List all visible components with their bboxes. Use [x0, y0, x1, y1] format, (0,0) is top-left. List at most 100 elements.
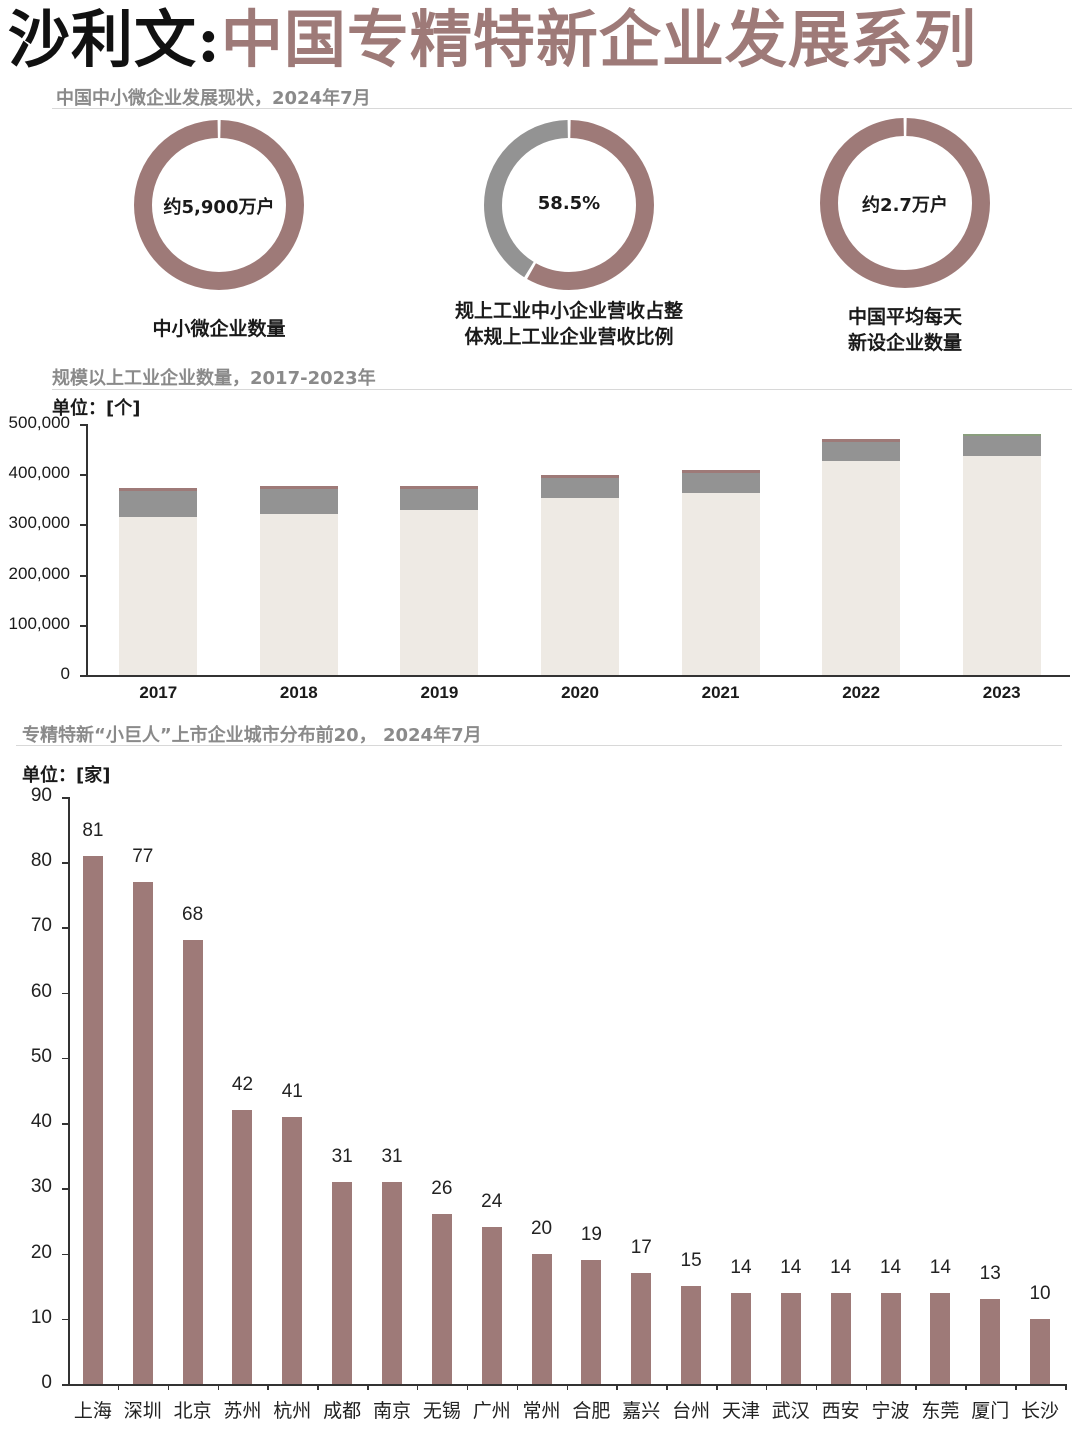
x-tick-mark: [267, 1384, 269, 1390]
bar-武汉: [780, 1292, 801, 1384]
donut-chart-2: [484, 120, 654, 290]
bar-成都: [332, 1181, 353, 1384]
bar-segment: [681, 473, 760, 493]
donut-center-value: 约2.7万户: [862, 195, 948, 216]
y-tick-label: 80: [30, 850, 52, 872]
bar-segment: [541, 475, 619, 478]
bar-value-label: 24: [481, 1191, 503, 1213]
x-tick-mark: [466, 1384, 469, 1390]
title-colon: :: [197, 3, 221, 76]
y-tick-mark: [62, 1384, 68, 1386]
bar-segment: [119, 487, 198, 491]
bar-segment: [962, 456, 1041, 675]
x-tick-mark: [1065, 1384, 1067, 1390]
bar-segment: [119, 516, 198, 675]
y-tick-mark: [62, 927, 68, 929]
city-label: 深圳: [123, 1400, 162, 1422]
bar-value-label: 26: [431, 1178, 453, 1200]
page-title: 沙利文:中国专精特新企业发展系列: [8, 0, 977, 80]
bar-value-label: 14: [830, 1256, 852, 1278]
bar-西安: [830, 1292, 851, 1384]
bar-value-label: 41: [281, 1080, 303, 1102]
y-tick-mark: [62, 1188, 68, 1190]
y-tick-label: 300,000: [8, 513, 70, 533]
donut-center-value: 约5,900万户: [163, 197, 275, 218]
bar-苏州: [232, 1110, 253, 1384]
bar-杭州: [282, 1116, 303, 1384]
bar-天津: [730, 1292, 751, 1384]
x-tick-mark: [117, 1384, 120, 1390]
section2-unit: 单位：[个]: [52, 398, 141, 419]
bar-value-label: 14: [730, 1256, 752, 1278]
x-tick-mark: [765, 1384, 768, 1390]
city-label: 嘉兴: [622, 1400, 661, 1422]
city-label: 北京: [173, 1400, 212, 1422]
city-label: 苏州: [223, 1400, 262, 1422]
y-tick-label: 50: [30, 1045, 52, 1067]
x-tick-mark: [815, 1384, 818, 1390]
x-axis: [86, 675, 1070, 677]
y-tick-label: 20: [30, 1241, 52, 1263]
bar-value-label: 15: [680, 1250, 702, 1272]
bar-segment: [400, 509, 479, 675]
x-tick-mark: [1015, 1384, 1017, 1390]
bar-segment: [962, 434, 1041, 437]
y-tick-mark: [62, 1253, 68, 1256]
city-label: 天津: [721, 1400, 760, 1422]
y-tick-mark: [80, 424, 86, 426]
bar-value-label: 31: [381, 1145, 403, 1167]
y-tick-mark: [80, 624, 86, 627]
bar-value-label: 42: [231, 1074, 254, 1096]
y-tick-label: 10: [30, 1306, 52, 1328]
bar-segment: [259, 513, 338, 675]
x-tick-label: 2018: [279, 683, 318, 702]
bar-value-label: 19: [580, 1224, 602, 1246]
bar-台州: [681, 1286, 702, 1384]
series-title: 中国专精特新企业发展系列: [220, 3, 977, 76]
bar-value-label: 68: [182, 904, 204, 926]
y-tick-label: 40: [30, 1111, 52, 1133]
x-tick-mark: [516, 1384, 519, 1390]
section2-divider: [52, 389, 1072, 390]
y-tick-mark: [80, 574, 86, 577]
city-label: 杭州: [273, 1400, 312, 1422]
y-tick-label: 90: [30, 785, 52, 806]
bar-value-label: 10: [1029, 1282, 1051, 1304]
x-tick-mark: [367, 1384, 369, 1390]
bar-value-label: 20: [530, 1217, 553, 1239]
y-tick-label: 500,000: [8, 413, 70, 432]
x-tick-label: 2020: [561, 683, 599, 702]
city-label: 常州: [522, 1400, 561, 1422]
bar-北京: [182, 940, 203, 1384]
bar-南京: [382, 1181, 403, 1384]
city-label: 成都: [323, 1400, 362, 1422]
x-tick-mark: [167, 1384, 170, 1390]
y-tick-label: 0: [41, 1372, 52, 1393]
city-label: 西安: [821, 1400, 860, 1422]
author-name: 沙利文: [8, 3, 198, 76]
bar-广州: [481, 1227, 502, 1384]
bar-value-label: 14: [879, 1256, 902, 1278]
bar-value-label: 17: [630, 1237, 652, 1259]
x-tick-label: 2023: [982, 683, 1021, 702]
city-label: 上海: [73, 1400, 112, 1422]
city-label: 宁波: [871, 1400, 910, 1422]
bar-segment: [681, 470, 760, 474]
x-axis: [62, 1384, 1065, 1386]
city-label: 无锡: [422, 1400, 461, 1422]
y-tick-mark: [62, 1057, 68, 1060]
x-tick-label: 2017: [139, 683, 178, 702]
bar-segment: [259, 485, 338, 489]
bar-value-label: 81: [82, 819, 104, 841]
city-label: 南京: [373, 1400, 412, 1422]
bar-segment: [119, 490, 198, 517]
x-tick-mark: [317, 1384, 319, 1390]
section3-unit: 单位：[家]: [22, 765, 111, 786]
donut-caption: 中国平均每天 新设企业数量: [847, 306, 962, 354]
x-tick-mark: [965, 1384, 967, 1390]
bar-segment: [822, 461, 901, 675]
y-tick-mark: [62, 862, 68, 864]
x-tick-mark: [915, 1384, 917, 1390]
bar-segment: [962, 436, 1041, 457]
section3-title: 专精特新“小巨人”上市企业城市分布前20， 2024年7月: [22, 725, 482, 746]
